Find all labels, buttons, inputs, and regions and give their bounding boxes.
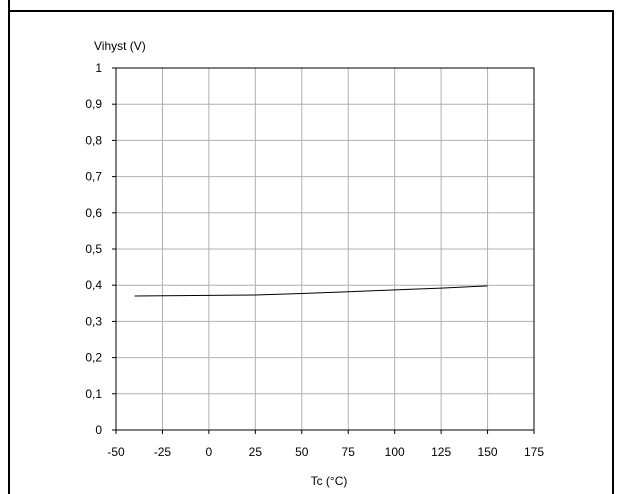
y-tick-label: 0,3 — [85, 314, 102, 328]
x-axis-title: Tc (°C) — [311, 474, 348, 488]
x-tick-label: 125 — [431, 445, 451, 459]
page-left-rule — [8, 0, 10, 494]
y-tick-label: 0,8 — [85, 133, 102, 147]
x-tick-label: 50 — [295, 445, 309, 459]
chart-panel — [10, 10, 614, 494]
x-tick-label: -50 — [107, 445, 125, 459]
y-tick-label: 0 — [95, 423, 102, 437]
y-tick-label: 0,2 — [85, 351, 102, 365]
y-tick-label: 0,4 — [85, 278, 102, 292]
y-tick-label: 0,9 — [85, 97, 102, 111]
x-tick-label: 150 — [478, 445, 498, 459]
x-tick-label: -25 — [154, 445, 172, 459]
x-tick-labels: -50 -25 0 25 50 75 100 125 150 175 — [107, 430, 544, 459]
y-tick-label: 0,5 — [85, 242, 102, 256]
x-tick-label: 175 — [524, 445, 544, 459]
x-tick-label: 100 — [385, 445, 405, 459]
y-tick-label: 0,7 — [85, 170, 102, 184]
grid-lines — [116, 68, 534, 430]
y-tick-label: 0,1 — [85, 387, 102, 401]
y-tick-label: 1 — [95, 61, 102, 75]
x-tick-label: 25 — [249, 445, 263, 459]
x-tick-label: 75 — [342, 445, 356, 459]
y-tick-label: 0,6 — [85, 206, 102, 220]
x-tick-label: 0 — [206, 445, 213, 459]
series-line — [134, 285, 488, 297]
y-axis-title: Vihyst (V) — [94, 39, 146, 53]
y-tick-labels: 0 0,1 0,2 0,3 0,4 0,5 0,6 0,7 0,8 0,9 1 — [85, 61, 116, 437]
